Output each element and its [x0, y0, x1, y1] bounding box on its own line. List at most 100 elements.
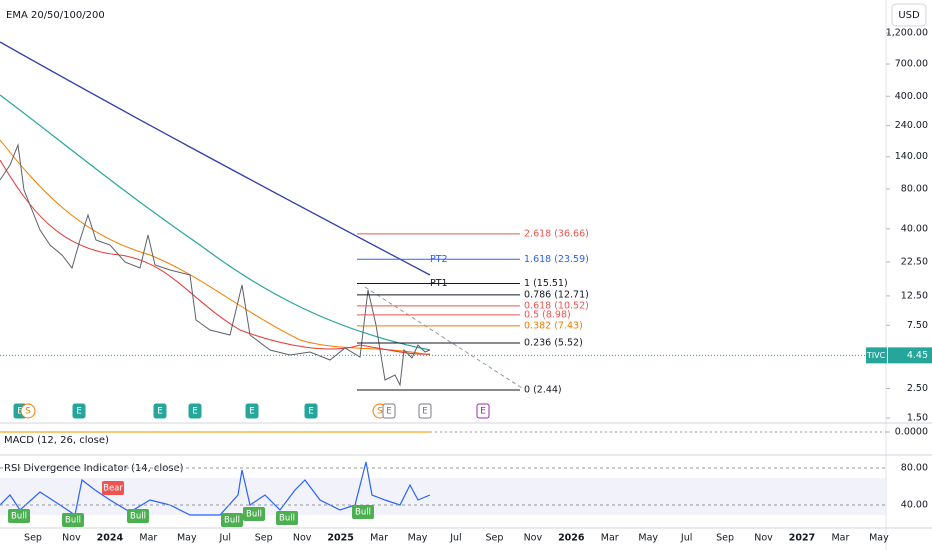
time-label: Mar [370, 533, 388, 544]
price-tick-label: 700.00 [895, 59, 928, 70]
price-tick-label: 400.00 [895, 91, 928, 102]
price-tick-label: 22.50 [901, 257, 928, 268]
fib-label: 0.5 (8.98) [524, 309, 571, 320]
fib-label: 1 (15.51) [524, 278, 568, 289]
fib-label: 2.618 (36.66) [524, 228, 589, 239]
time-label: 2024 [97, 533, 124, 544]
currency: USD [898, 10, 920, 21]
fib-label: 0.618 (10.52) [524, 300, 589, 311]
trend-line [364, 286, 523, 389]
event-label: S [377, 407, 383, 417]
price-tick-label: 140.00 [895, 151, 928, 162]
signal-badge [352, 505, 374, 519]
time-label: Nov [62, 533, 81, 544]
time-label: Mar [831, 533, 849, 544]
price-tick-label: 2.50 [907, 383, 928, 394]
time-label: May [177, 533, 197, 544]
time-label: Nov [754, 533, 773, 544]
current-price-tag [888, 347, 932, 364]
event-label: E [480, 407, 486, 417]
signal-label: Bull [355, 508, 371, 518]
time-label: Jul [680, 533, 692, 544]
currency-button[interactable] [891, 3, 927, 27]
time-label: May [408, 533, 428, 544]
ema-20 [0, 159, 431, 355]
event-label: E [249, 407, 255, 417]
signal-label: Bull [246, 510, 262, 520]
event-label: S [25, 407, 31, 417]
time-label: Sep [716, 533, 734, 544]
time-label: 2026 [558, 533, 585, 544]
signal-label: Bear [103, 484, 123, 494]
time-label: Sep [485, 533, 503, 544]
time-label: Nov [293, 533, 312, 544]
time-label: Sep [24, 533, 42, 544]
event-label: E [308, 407, 314, 417]
signal-label: Bull [224, 516, 240, 526]
event-label: E [386, 407, 392, 417]
price-tick-label: 7.50 [907, 320, 928, 331]
current-price: 4.45 [907, 350, 928, 361]
price-tick-label: 1.50 [907, 413, 928, 424]
ema-200 [0, 41, 431, 276]
event-badge [245, 403, 259, 419]
ema-50 [0, 139, 431, 356]
signal-badge [221, 513, 243, 527]
target-label: PT2 [430, 254, 448, 265]
price [0, 143, 431, 387]
price-tick-label: 1,200.00 [886, 28, 928, 39]
symbol: TIVC [866, 351, 886, 360]
time-label: 2025 [327, 533, 353, 544]
event-label: E [422, 407, 428, 417]
time-label: May [638, 533, 658, 544]
time-label: 2027 [789, 533, 815, 544]
signal-badge [102, 481, 124, 495]
fib-label: 1.618 (23.59) [524, 254, 589, 265]
fib-label: 0.236 (5.52) [524, 337, 583, 348]
rsi-tick-label: 40.00 [901, 500, 928, 511]
signal-label: Bull [11, 512, 27, 522]
signal-label: Bull [65, 516, 81, 526]
rsi-tick-label: 80.00 [901, 463, 928, 474]
event-badge [304, 403, 318, 419]
signal-badge [127, 509, 149, 523]
signal-label: Bull [279, 514, 295, 524]
event-label: E [192, 407, 198, 417]
time-label: Sep [255, 533, 273, 544]
price-tick-label: 40.00 [901, 223, 928, 234]
symbol-tag [866, 347, 887, 364]
signal-badge [8, 509, 30, 523]
price-tick-label: 240.00 [895, 120, 928, 131]
time-label: Jul [219, 533, 231, 544]
rsi-label: RSI Divergence Indicator (14, close) [4, 463, 184, 474]
event-badge [188, 403, 202, 419]
time-label: Nov [524, 533, 543, 544]
time-label: Mar [601, 533, 619, 544]
event-badge [153, 403, 167, 419]
ema-100 [0, 94, 431, 351]
event-label: E [76, 407, 82, 417]
ema-label: EMA 20/50/100/200 [6, 10, 105, 21]
fib-label: 0.786 (12.71) [524, 289, 589, 300]
event-badge [418, 403, 432, 419]
time-label: May [869, 533, 889, 544]
signal-badge [276, 511, 298, 525]
macd-tick-label: 0.0000 [895, 427, 928, 438]
event-label: E [17, 407, 23, 417]
event-badge [382, 403, 396, 419]
rsi-band [0, 478, 886, 515]
signal-badge [243, 507, 265, 521]
event-badge [20, 403, 36, 419]
time-label: Jul [449, 533, 461, 544]
event-label: E [157, 407, 163, 417]
fib-label: 0 (2.44) [524, 384, 562, 395]
target-label: PT1 [430, 278, 448, 289]
event-badge [476, 403, 490, 419]
fib-label: 0.382 (7.43) [524, 320, 583, 331]
signal-label: Bull [130, 512, 146, 522]
price-tick-label: 12.50 [901, 290, 928, 301]
signal-badge [62, 513, 84, 527]
macd-label: MACD (12, 26, close) [4, 435, 109, 446]
